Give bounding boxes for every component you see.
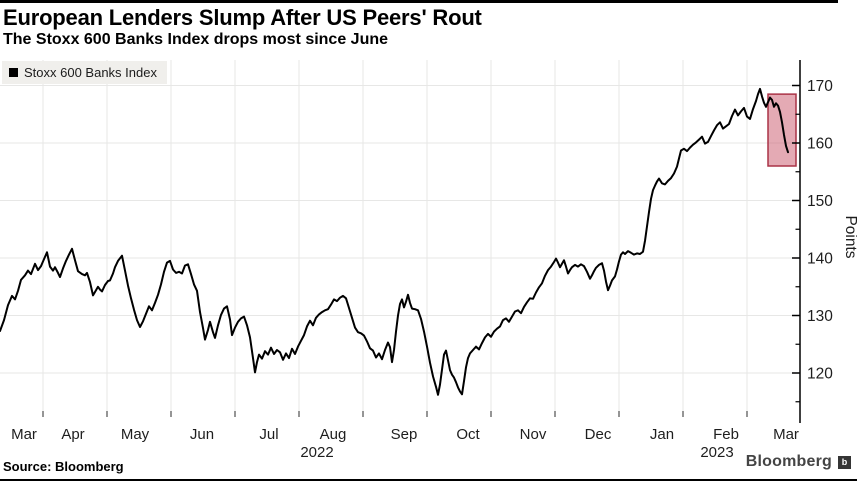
bottom-border bbox=[0, 479, 857, 481]
month-label: Nov bbox=[520, 426, 547, 443]
month-label: Jun bbox=[190, 426, 214, 443]
chart-subtitle: The Stoxx 600 Banks Index drops most sin… bbox=[3, 31, 389, 48]
month-label: Dec bbox=[585, 426, 612, 443]
year-label: 2022 bbox=[300, 444, 333, 460]
bloomberg-watermark-text: Bloomberg bbox=[745, 453, 832, 470]
series-line bbox=[0, 87, 789, 396]
y-tick-label: 170 bbox=[807, 78, 833, 95]
month-label: Mar bbox=[773, 426, 799, 443]
month-label: Sep bbox=[391, 426, 418, 443]
month-label: Oct bbox=[456, 426, 480, 443]
legend: Stoxx 600 Banks Index bbox=[2, 61, 167, 84]
month-label: Jul bbox=[259, 426, 278, 443]
month-label: Apr bbox=[61, 426, 84, 443]
y-tick-label: 130 bbox=[807, 308, 833, 325]
month-label: Feb bbox=[713, 426, 739, 443]
bloomberg-watermark: Bloomberg b bbox=[746, 453, 851, 471]
y-tick-label: 150 bbox=[807, 193, 833, 210]
year-label: 2023 bbox=[700, 444, 733, 460]
page-title: European Lenders Slump After US Peers' R… bbox=[3, 5, 482, 30]
y-tick-label: 120 bbox=[807, 366, 833, 383]
month-label: Mar bbox=[11, 426, 37, 443]
y-tick-label: 140 bbox=[807, 251, 833, 268]
legend-label: Stoxx 600 Banks Index bbox=[24, 65, 157, 80]
month-label: Jan bbox=[650, 426, 674, 443]
series-swatch-icon bbox=[9, 68, 18, 77]
price-line-chart: 120 130 140 150 160 170 Mar Apr May Jun Jul Aug Sep O… bbox=[0, 60, 857, 460]
month-label: Aug bbox=[320, 426, 347, 443]
month-label: May bbox=[121, 426, 150, 443]
source-attribution: Source: Bloomberg bbox=[3, 459, 124, 474]
bloomberg-logo-icon: b bbox=[838, 455, 851, 469]
y-axis-title: Points bbox=[842, 215, 857, 258]
y-tick-label: 160 bbox=[807, 136, 833, 153]
slump-highlight-box bbox=[767, 93, 797, 167]
top-border bbox=[0, 0, 838, 3]
